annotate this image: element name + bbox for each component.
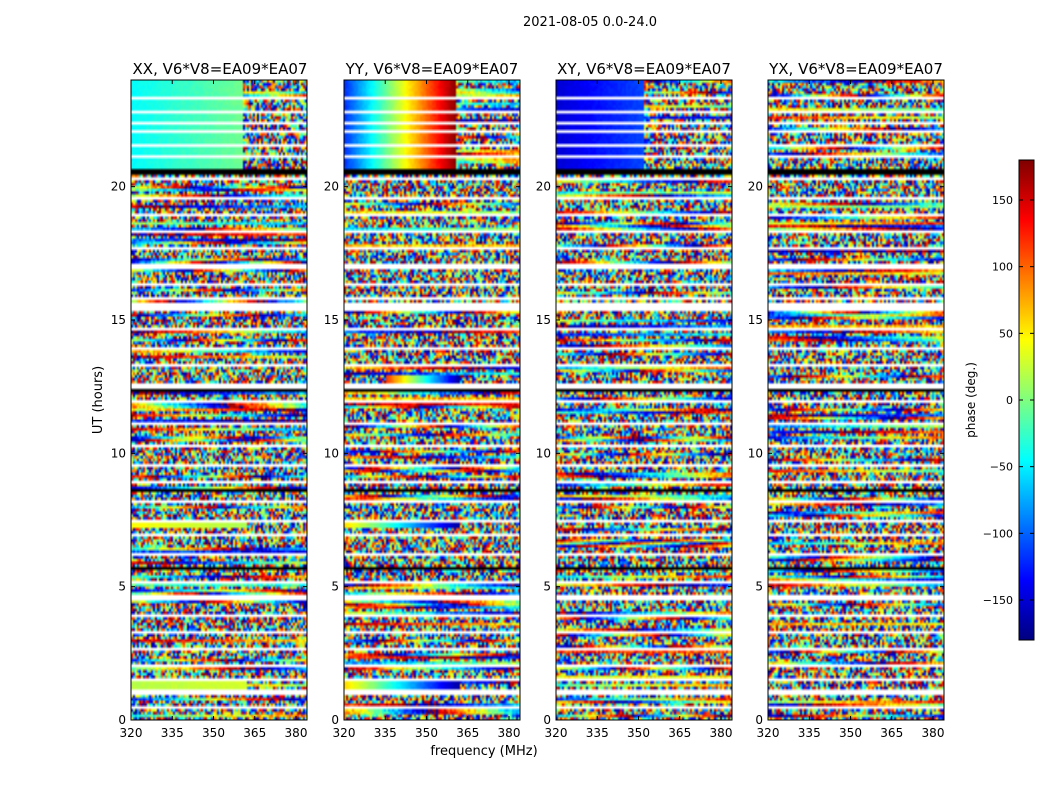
panel-frame [555, 79, 733, 721]
panel-xy: XY, V6*V8=EA09*EA07 320 335 350 365 380 0 5 10 1… [536, 60, 733, 740]
x-tick-label: 320 [120, 726, 143, 740]
y-tick-label: 0 [331, 713, 339, 727]
panel-frame [130, 79, 308, 721]
y-tick-label: 5 [755, 580, 763, 594]
x-tick-label: 335 [586, 726, 609, 740]
x-tick-label: 335 [374, 726, 397, 740]
phase-heatmap-image [768, 80, 944, 720]
colorbar-label: phase (deg.) [964, 362, 978, 438]
x-tick-label: 320 [545, 726, 568, 740]
colorbar-tick-label: 100 [992, 261, 1013, 274]
y-tick-label: 20 [324, 180, 339, 194]
panel-title: XY, V6*V8=EA09*EA07 [557, 60, 731, 78]
y-tick-label: 0 [118, 713, 126, 727]
x-tick-label: 350 [202, 726, 225, 740]
y-tick-label: 20 [748, 180, 763, 194]
panel-title: YX, V6*V8=EA09*EA07 [768, 60, 943, 78]
y-tick-label: 10 [748, 446, 763, 460]
panel-title: XX, V6*V8=EA09*EA07 [133, 60, 308, 78]
y-tick-label: 15 [324, 313, 339, 327]
y-tick-label: 10 [111, 446, 126, 460]
x-tick-label: 380 [710, 726, 733, 740]
x-tick-label: 350 [627, 726, 650, 740]
colorbar-tick-label: 150 [992, 194, 1013, 207]
panel-frame [343, 79, 521, 721]
x-tick-label: 350 [415, 726, 438, 740]
panel-yy: YY, V6*V8=EA09*EA07 320 335 350 365 380 0 5 10 1… [324, 60, 521, 740]
figure-suptitle: 2021-08-05 0.0-24.0 [523, 15, 657, 30]
y-tick-label: 0 [755, 713, 763, 727]
panel-frame [767, 79, 945, 721]
phase-heatmap-image [556, 80, 732, 720]
x-tick-label: 365 [668, 726, 691, 740]
y-tick-label: 20 [111, 180, 126, 194]
y-tick-label: 10 [324, 446, 339, 460]
x-tick-label: 335 [161, 726, 184, 740]
y-tick-label: 15 [111, 313, 126, 327]
phase-heatmap-image [344, 80, 520, 720]
panel-xx: XX, V6*V8=EA09*EA07 320 335 350 365 380 0 5 10 1… [111, 60, 308, 740]
colorbar-tick-label: −50 [990, 461, 1013, 474]
y-tick-label: 15 [748, 313, 763, 327]
y-tick-label: 20 [536, 180, 551, 194]
y-tick-label: 5 [543, 580, 551, 594]
y-tick-label: 0 [543, 713, 551, 727]
y-tick-label: 5 [331, 580, 339, 594]
panel-title: YY, V6*V8=EA09*EA07 [345, 60, 519, 78]
x-tick-label: 320 [333, 726, 356, 740]
colorbar-tick-label: −100 [983, 527, 1013, 540]
x-tick-label: 380 [922, 726, 945, 740]
x-tick-label: 335 [798, 726, 821, 740]
y-tick-label: 5 [118, 580, 126, 594]
x-tick-label: 380 [498, 726, 521, 740]
y-tick-label: 10 [536, 446, 551, 460]
x-tick-label: 380 [285, 726, 308, 740]
x-tick-label: 365 [880, 726, 903, 740]
colorbar-tick-label: 0 [1006, 394, 1013, 407]
x-tick-label: 365 [243, 726, 266, 740]
colorbar: 150 100 50 0 −50 −100 −150 phase (deg.) [964, 159, 1035, 641]
x-axis-label: frequency (MHz) [430, 744, 537, 759]
y-tick-label: 15 [536, 313, 551, 327]
panel-yx: YX, V6*V8=EA09*EA07 320 335 350 365 380 0 5 10 1… [748, 60, 945, 740]
colorbar-tick-label: −150 [983, 594, 1013, 607]
x-tick-label: 350 [839, 726, 862, 740]
x-tick-label: 365 [456, 726, 479, 740]
y-axis-label: UT (hours) [91, 366, 106, 434]
phase-heatmap-image [131, 80, 307, 720]
colorbar-tick-label: 50 [999, 327, 1013, 340]
x-tick-label: 320 [757, 726, 780, 740]
